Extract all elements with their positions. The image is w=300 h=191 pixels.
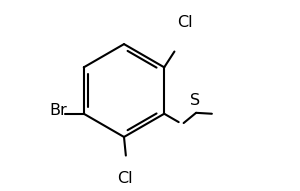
Text: Br: Br [50, 103, 68, 117]
Text: S: S [190, 93, 201, 108]
Text: Cl: Cl [117, 171, 133, 186]
Text: Cl: Cl [177, 15, 193, 30]
